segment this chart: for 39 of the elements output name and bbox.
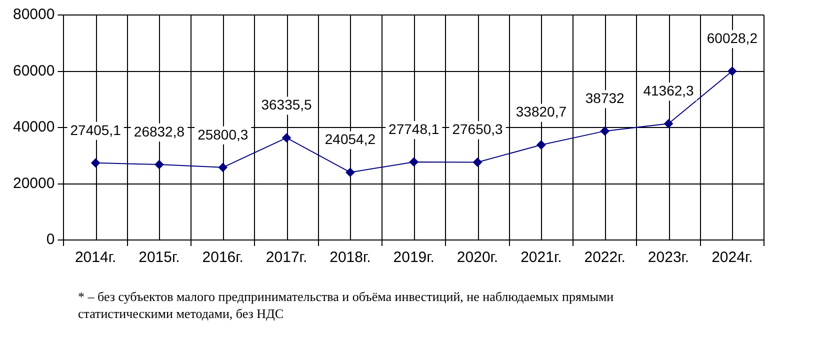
data-label: 27650,3 (452, 121, 504, 138)
point (728, 66, 737, 76)
data-label: 27748,1 (388, 120, 440, 137)
x-tick-label: 2017г. (266, 249, 308, 266)
y-tick-label: 80000 (12, 6, 55, 24)
x-tick-label: 2020г. (456, 249, 498, 266)
x-tick-label: 2018г. (330, 249, 371, 266)
point (600, 126, 610, 136)
text: * – без субъектов малого предпринимательства и объёма инвестиций, не наблюдаемых прямыми статистическими методами, без НДС (78, 288, 615, 322)
data-label: 27405,1 (70, 122, 122, 138)
x-tick-label: 2019г. (393, 249, 434, 266)
y-tick-label: 0 (46, 231, 55, 248)
x-tick-label: 2021г. (520, 249, 562, 266)
x-tick-label: 2015г. (138, 249, 180, 266)
data-label: 38732 (585, 90, 625, 106)
y-tick-label: 40000 (12, 118, 55, 136)
data-label: 26832,8 (134, 123, 185, 140)
point (536, 140, 546, 150)
x-tick-label: 2016г. (202, 249, 244, 266)
point (218, 162, 228, 172)
data-label: 24054,2 (324, 131, 376, 148)
x-tick-label: 2024г. (712, 249, 753, 266)
point (473, 158, 482, 167)
data-label: 60028,2 (706, 30, 758, 46)
x-tick-label: 2022г. (584, 249, 626, 266)
data-label: 41362,3 (643, 82, 694, 99)
data-label: 25800,3 (198, 126, 248, 142)
y-tick-label: 60000 (12, 62, 55, 80)
point (282, 133, 292, 142)
data-label: 33820,7 (516, 104, 567, 120)
x-tick-label: 2014г. (74, 249, 116, 266)
point (91, 158, 100, 168)
point (346, 168, 355, 177)
point (409, 157, 418, 166)
point (154, 160, 164, 170)
y-tick-label: 20000 (12, 174, 55, 192)
point (664, 119, 674, 128)
x-tick-label: 2023г. (648, 249, 690, 266)
data-label: 36335,5 (261, 96, 312, 113)
